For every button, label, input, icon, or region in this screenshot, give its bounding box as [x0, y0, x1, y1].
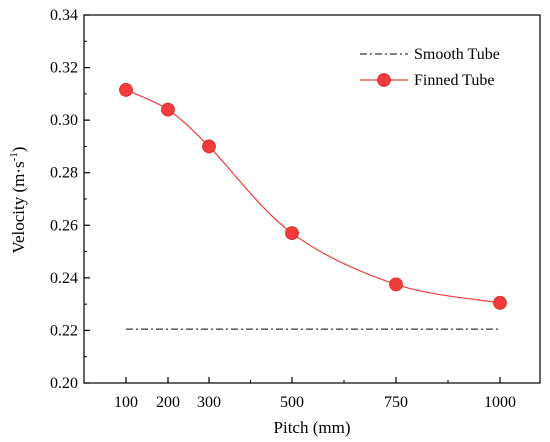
legend-finned-tube-label: Finned Tube [414, 72, 494, 89]
finned-tube-point [285, 226, 299, 241]
plot-border [83, 14, 541, 384]
y-tick-label: 0.32 [50, 60, 78, 77]
x-tick-label: 750 [384, 394, 408, 411]
y-tick-label: 0.26 [50, 217, 78, 234]
y-axis-title-main: Velocity (m·s [9, 161, 28, 253]
finned-tube-point [119, 83, 133, 97]
series-layer [119, 83, 507, 330]
y-tick-label: 0.22 [50, 322, 78, 339]
y-axis: 0.20 0.22 0.24 0.26 0.28 0.30 0.32 0.34 [50, 7, 90, 392]
finned-tube-point [202, 139, 216, 154]
legend: Smooth Tube Finned Tube [360, 46, 500, 89]
plot-frame [83, 14, 541, 384]
x-axis: 100 200 300 500 750 1000 [114, 377, 516, 411]
y-tick-label: 0.24 [50, 270, 78, 287]
x-tick-label: 300 [197, 394, 221, 411]
legend-finned-tube-marker [377, 73, 391, 87]
x-tick-label: 500 [280, 394, 304, 411]
y-axis-title: Velocity (m·s-1) [8, 147, 28, 254]
y-tick-label: 0.34 [50, 7, 78, 24]
y-tick-label: 0.28 [50, 165, 78, 182]
legend-smooth-tube-label: Smooth Tube [414, 46, 500, 63]
x-tick-label: 1000 [484, 394, 516, 411]
finned-tube-point [389, 277, 403, 292]
y-tick-label: 0.30 [50, 112, 78, 129]
x-axis-title: Pitch (mm) [274, 418, 351, 437]
y-tick-label: 0.20 [50, 375, 78, 392]
y-axis-title-superscript: -1 [8, 152, 20, 161]
x-tick-label: 200 [156, 394, 180, 411]
x-tick-label: 100 [114, 394, 138, 411]
y-axis-title-end: ) [9, 147, 28, 153]
finned-tube-line [125, 89, 501, 304]
finned-tube-point [161, 102, 175, 117]
finned-tube-point [493, 295, 507, 310]
